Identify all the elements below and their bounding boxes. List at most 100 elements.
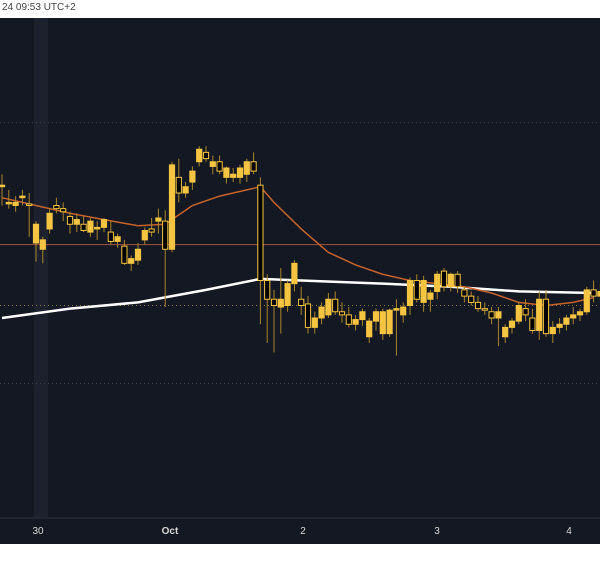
candle-body [26, 203, 33, 206]
candle-body [87, 220, 94, 233]
candle-body [264, 280, 271, 300]
candle-body [284, 283, 291, 306]
candle-body [100, 219, 108, 228]
candle-body [141, 230, 148, 241]
candlestick-chart[interactable]: 30 Oct 2 3 4 [0, 18, 600, 544]
candle-body [338, 311, 346, 316]
candle-body [5, 201, 12, 205]
candle-body [515, 305, 522, 322]
candle-body [94, 226, 101, 230]
x-tick-label: 2 [300, 526, 306, 537]
candle-body [73, 219, 80, 225]
candle-body [39, 239, 46, 250]
candle-body [536, 298, 543, 331]
candle-body [563, 317, 570, 325]
session-highlight-band [34, 18, 48, 518]
candle-body [291, 262, 298, 285]
candle-body [189, 170, 196, 183]
candle-body [134, 248, 142, 261]
candle-body [529, 317, 536, 331]
candle-body [223, 167, 230, 178]
candle-body [413, 280, 420, 300]
candle-body [46, 212, 53, 230]
x-tick-label: 3 [434, 526, 440, 537]
candle-body [468, 295, 475, 303]
candle-body [359, 311, 366, 321]
candle-body [400, 306, 407, 316]
candle-body [542, 298, 550, 335]
candle-body [522, 308, 529, 316]
candle-body [576, 311, 584, 316]
ema-fast-line [1, 185, 594, 307]
candle-body [236, 167, 244, 178]
candle-body [508, 320, 516, 328]
candle-body [379, 311, 386, 335]
candle-body [270, 298, 278, 306]
candle-body [570, 314, 577, 319]
candle-body [243, 161, 250, 175]
candle-body [80, 223, 87, 231]
candle-body [230, 173, 237, 178]
candle-body [502, 326, 509, 338]
chart-footer [0, 544, 600, 566]
candle-body [345, 314, 352, 325]
x-tick-label: Oct [162, 526, 179, 537]
candle-body [393, 308, 400, 311]
x-tick-label: 30 [32, 526, 44, 537]
timestamp-label: 24 09:53 UTC+2 [2, 2, 76, 13]
candle-body [427, 292, 434, 300]
candle-body [196, 148, 203, 163]
candle-body [597, 290, 600, 297]
candle-body [121, 245, 128, 264]
candle-body [19, 195, 26, 199]
candle-body [474, 301, 482, 310]
candle-body [325, 298, 332, 316]
candle-body [216, 161, 223, 172]
candle-body [202, 151, 210, 160]
candle-body [209, 161, 216, 167]
candle-body [175, 176, 182, 194]
candle-body [148, 228, 155, 233]
candle-body [53, 205, 60, 210]
candle-body [481, 308, 488, 311]
candle-body [250, 161, 257, 172]
candle-body [318, 306, 325, 319]
candle-body [304, 303, 312, 328]
candle-body [447, 273, 454, 288]
candle-body [590, 289, 597, 297]
candle-body [182, 186, 189, 194]
candle-body [60, 208, 67, 213]
x-tick-label: 4 [566, 526, 572, 537]
candle-body [168, 164, 176, 250]
candle-body [495, 311, 502, 319]
candle-body [461, 289, 468, 297]
candle-body [277, 298, 284, 308]
candle-body [386, 309, 393, 335]
candle-body [12, 201, 19, 206]
candle-body [556, 323, 563, 328]
candle-body [66, 215, 74, 225]
candle-body [162, 220, 169, 250]
candle-body [372, 311, 380, 322]
candle-body [440, 270, 448, 288]
candle-body [311, 317, 318, 328]
candle-body [332, 298, 339, 313]
candle-body [32, 223, 40, 244]
candle-body [155, 217, 162, 222]
candle-body [298, 298, 305, 306]
candle-body [549, 326, 556, 335]
candle-body [488, 311, 495, 319]
x-axis: 30 Oct 2 3 4 [32, 526, 572, 537]
candle-body [114, 236, 121, 242]
candle-body [257, 184, 264, 281]
chart-header: 24 09:53 UTC+2 [0, 0, 600, 18]
candle-body [406, 280, 414, 306]
candle-body [128, 258, 135, 264]
candle-body [352, 319, 359, 325]
candle-body [583, 289, 590, 313]
candle-body [0, 184, 6, 188]
candle-body [107, 231, 114, 242]
candle-body [420, 280, 427, 303]
candle-body [454, 273, 461, 288]
candle-body [366, 320, 373, 338]
